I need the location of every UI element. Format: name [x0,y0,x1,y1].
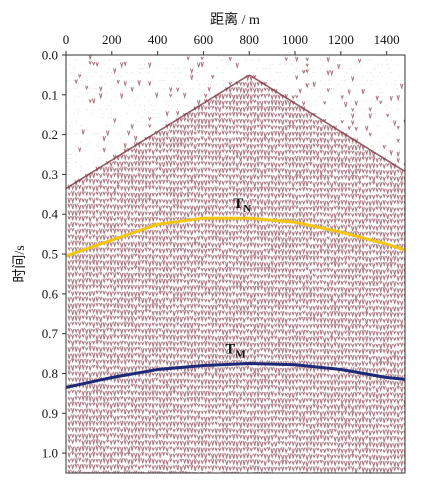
plot-area [65,54,406,474]
y-tick-label: 0.0 [42,48,58,63]
x-tick-label: 0 [63,32,70,47]
direct-wave-hyperbola [66,74,405,190]
y-tick-label: 0.4 [42,207,59,222]
x-axis: 0 200 400 600 800 1000 1200 1400 [63,32,400,55]
horizon-TN-line [66,216,405,258]
x-tick-label: 800 [239,32,259,47]
x-tick-label: 200 [102,32,122,47]
y-tick-label: 0.3 [42,167,58,182]
horizon-labels: TN TM [225,196,251,360]
horizon-label-TM: TM [225,342,246,361]
trace-speckle [67,55,405,471]
x-tick-label: 1000 [282,32,308,47]
x-tick-label: 600 [194,32,214,47]
y-axis: 0.0 0.1 0.2 0.3 0.4 0.5 0.6 0.7 0.8 0.9 1.0 [42,48,66,461]
y-tick-label: 0.7 [42,326,59,341]
y-tick-label: 0.5 [42,247,58,262]
y-tick-label: 0.1 [42,87,58,102]
y-axis-title: 时间/s [12,245,28,282]
horizon-TM-line [66,362,405,389]
wiggle-traces [67,55,405,473]
x-axis-title: 距离 / m [210,11,260,28]
y-tick-label: 0.8 [42,366,58,381]
x-tick-label: 1200 [328,32,354,47]
seismic-trace-texture [66,55,405,473]
x-tick-label: 1400 [374,32,400,47]
horizon-label-TN: TN [233,196,251,215]
horizon-curves [66,216,405,389]
y-tick-label: 0.9 [42,406,58,421]
y-tick-label: 0.6 [42,286,59,301]
plot-frame [65,54,406,474]
x-tick-label: 400 [148,32,168,47]
plot-background [66,55,405,473]
y-tick-label: 1.0 [42,446,58,461]
y-tick-label: 0.2 [42,127,58,142]
